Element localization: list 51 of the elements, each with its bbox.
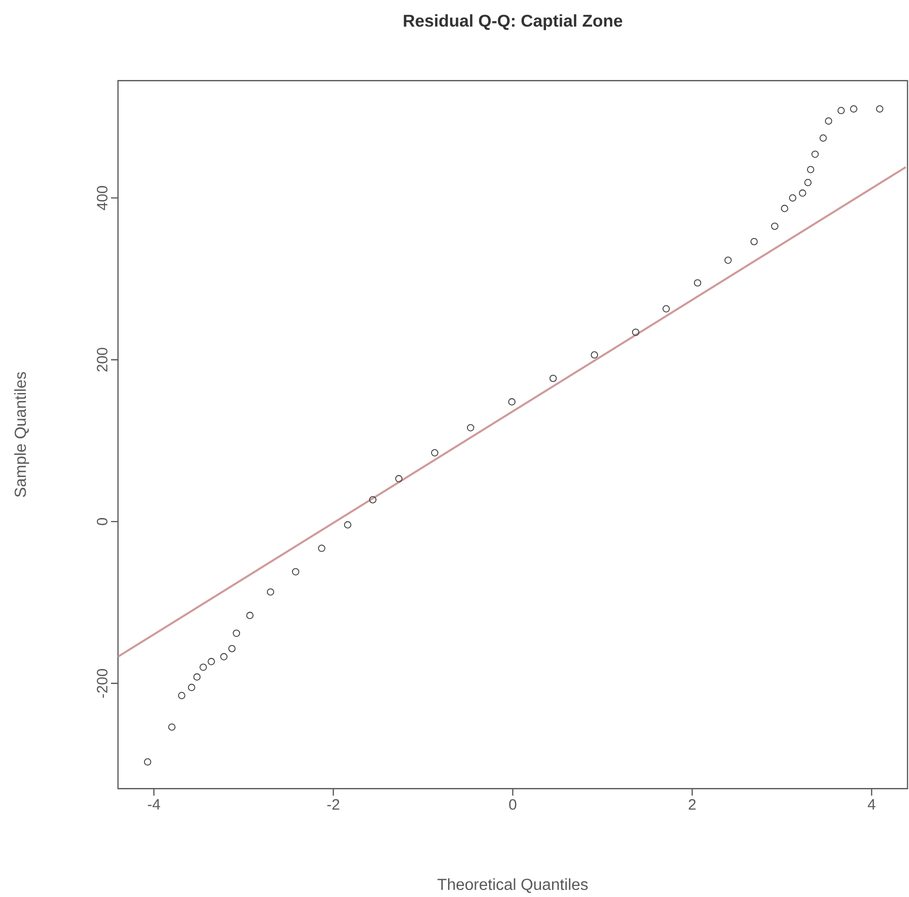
point [193, 673, 201, 681]
point [850, 105, 858, 113]
y-tick-label: 200 [96, 348, 108, 372]
point [724, 256, 732, 264]
point [820, 134, 827, 142]
point [876, 105, 884, 113]
point [369, 496, 376, 504]
point [344, 521, 352, 528]
point [246, 612, 254, 620]
point [200, 664, 207, 671]
x-tick-label: -4 [148, 799, 160, 810]
point [771, 222, 778, 230]
point [549, 374, 557, 382]
y-tick-label: -200 [96, 669, 108, 698]
point [266, 588, 274, 596]
point [806, 166, 814, 174]
point [292, 568, 300, 576]
point [694, 279, 702, 287]
point [804, 178, 812, 186]
point [188, 684, 196, 692]
point [837, 106, 845, 114]
point [168, 723, 176, 731]
point [318, 544, 326, 552]
point [662, 305, 670, 312]
point [590, 351, 598, 359]
x-axis-title: Theoretical Quantiles [438, 878, 588, 893]
y-axis-title: Sample Quantiles [14, 372, 30, 498]
point [228, 644, 236, 652]
point [144, 758, 152, 766]
point [178, 692, 186, 700]
point [466, 424, 474, 432]
point [780, 204, 788, 212]
point [789, 194, 796, 202]
point [632, 328, 640, 336]
x-tick-label: 4 [868, 799, 876, 810]
point [208, 658, 215, 666]
y-tick-label: 0 [96, 518, 108, 526]
point [824, 117, 832, 125]
point [232, 630, 240, 637]
point [395, 475, 402, 482]
y-tick-label: 400 [96, 186, 108, 210]
point [431, 449, 438, 456]
point [750, 238, 758, 246]
x-tick-label: -2 [327, 799, 340, 810]
point [220, 653, 228, 660]
point [798, 189, 806, 197]
point [508, 398, 516, 406]
point [811, 150, 819, 158]
chart-title: Residual Q-Q: Captial Zone [404, 14, 622, 30]
x-tick-label: 2 [688, 799, 696, 810]
x-tick-label: 0 [509, 799, 516, 810]
